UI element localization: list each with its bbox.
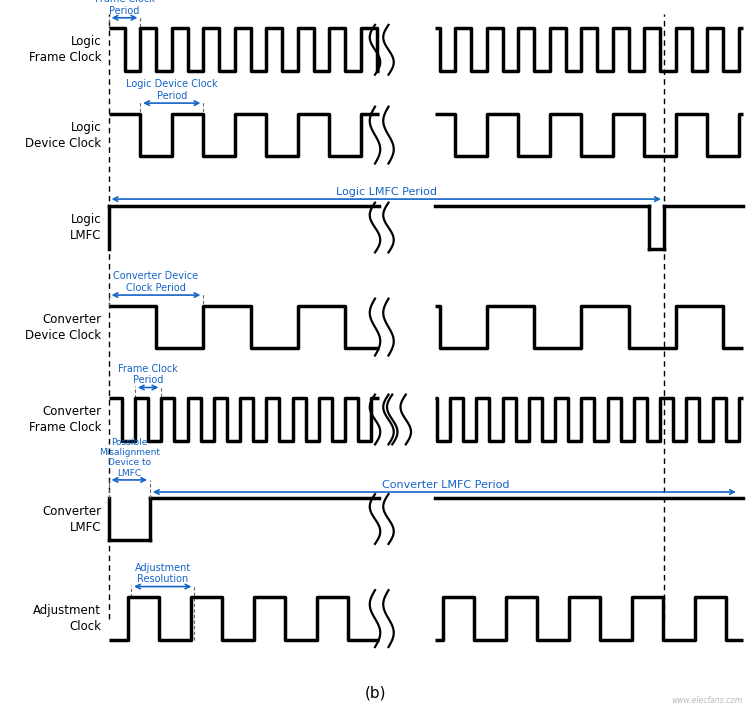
Text: Adjustment
Clock: Adjustment Clock (33, 604, 101, 633)
Text: Logic
Frame Clock: Logic Frame Clock (28, 36, 101, 64)
Text: Converter
LMFC: Converter LMFC (42, 505, 101, 533)
Text: www.elecfans.com: www.elecfans.com (671, 696, 742, 705)
Text: Logic
Device Clock: Logic Device Clock (26, 121, 101, 149)
Text: Logic
LMFC: Logic LMFC (70, 213, 101, 242)
Text: Possible
Misalignment
Device to
LMFC: Possible Misalignment Device to LMFC (99, 437, 160, 478)
Text: (b): (b) (364, 685, 386, 700)
Text: Converter LMFC Period: Converter LMFC Period (382, 480, 510, 490)
Text: Converter Device
Clock Period: Converter Device Clock Period (113, 272, 199, 293)
Text: Converter
Frame Clock: Converter Frame Clock (28, 405, 101, 434)
Text: Logic Device Clock
Period: Logic Device Clock Period (126, 80, 218, 101)
Text: Frame Clock
Period: Frame Clock Period (94, 0, 154, 16)
Text: Logic LMFC Period: Logic LMFC Period (336, 187, 436, 197)
Text: Adjustment
Resolution: Adjustment Resolution (135, 563, 190, 584)
Text: Frame Clock
Period: Frame Clock Period (118, 364, 178, 385)
Text: Converter
Device Clock: Converter Device Clock (26, 313, 101, 341)
